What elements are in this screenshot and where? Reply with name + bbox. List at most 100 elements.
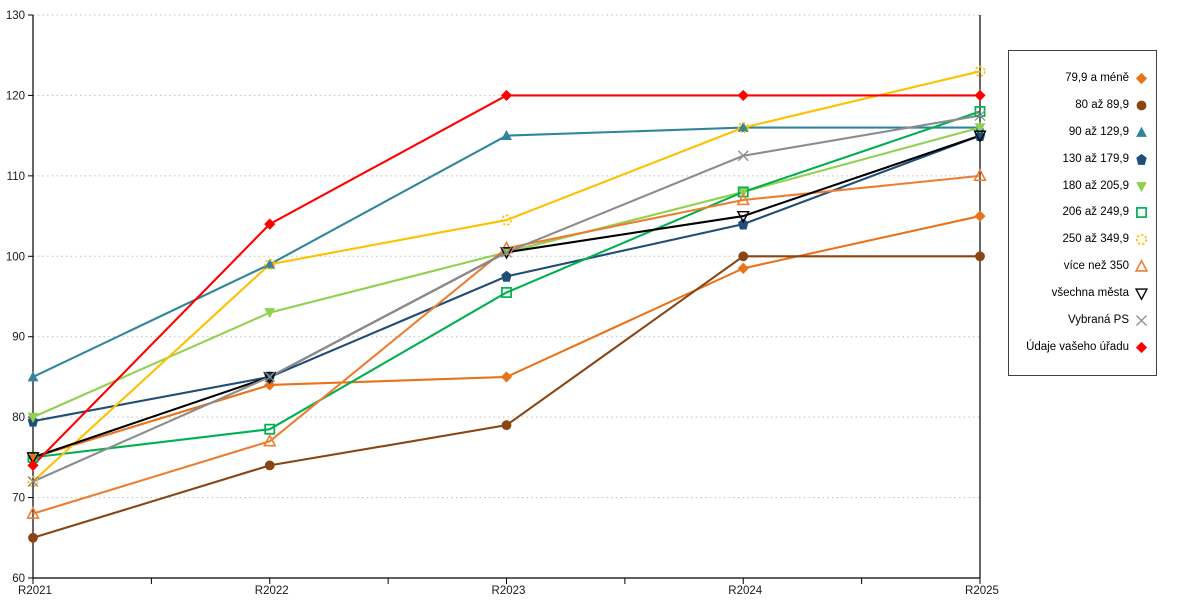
series-8-marker bbox=[263, 371, 277, 385]
series-7-marker bbox=[26, 506, 40, 519]
legend-marker-0 bbox=[1135, 72, 1148, 85]
legend-item: 180 až 205,9 bbox=[1013, 179, 1149, 194]
legend-label: 130 až 179,9 bbox=[1062, 152, 1129, 165]
y-tick-label: 100 bbox=[6, 251, 25, 263]
legend-item: všechna města bbox=[1013, 286, 1149, 301]
y-tick-label: 80 bbox=[12, 412, 25, 424]
line-chart-plot: 60 70 80 90 100 110 120 130 R2021 R2022 R2023 R2024… bbox=[6, 10, 999, 597]
legend-marker-pentagon-icon bbox=[1136, 153, 1147, 165]
series-9-marker bbox=[737, 150, 749, 162]
series-6-marker bbox=[264, 258, 276, 270]
series-9-marker bbox=[501, 246, 512, 258]
series-5-marker bbox=[737, 186, 749, 198]
series-2-marker bbox=[27, 371, 39, 382]
legend-marker-3 bbox=[1136, 153, 1147, 165]
series-10-marker bbox=[264, 218, 276, 230]
y-tick-label: 90 bbox=[12, 332, 25, 344]
legend-marker-6 bbox=[1135, 234, 1148, 246]
legend-marker-triangle-down-icon bbox=[1134, 288, 1149, 301]
legend-item: 80 až 89,9 bbox=[1013, 98, 1149, 113]
series-line-7 bbox=[32, 174, 981, 515]
series-0-marker bbox=[500, 371, 513, 383]
series-1-marker bbox=[28, 532, 38, 543]
legend-item: 250 až 349,9 bbox=[1013, 232, 1149, 247]
series-6-marker bbox=[974, 65, 986, 77]
legend-label: Údaje vašeho úřadu bbox=[1026, 340, 1129, 353]
series-8-marker bbox=[736, 210, 750, 224]
series-3-marker bbox=[738, 218, 749, 230]
legend-marker-triangle-up-icon bbox=[1134, 259, 1149, 272]
y-tick-label: 120 bbox=[6, 90, 25, 102]
legend-label: 90 až 129,9 bbox=[1068, 125, 1129, 138]
x-tick-label: R2025 bbox=[965, 585, 999, 597]
series-2-marker bbox=[737, 121, 749, 132]
legend-marker-x-icon bbox=[1136, 315, 1147, 327]
series-6-marker bbox=[737, 122, 749, 134]
series-0-marker bbox=[27, 451, 39, 463]
series-7-marker bbox=[736, 192, 750, 206]
series-0-marker bbox=[737, 262, 749, 274]
series-1-marker bbox=[264, 460, 275, 471]
legend-item: více než 350 bbox=[1013, 259, 1149, 274]
x-tick-label: R2023 bbox=[492, 585, 526, 597]
legend-item: 79,9 a méně bbox=[1013, 71, 1149, 86]
series-2-marker bbox=[501, 129, 512, 141]
series-1-marker bbox=[975, 251, 985, 262]
y-tick-label: 60 bbox=[12, 573, 25, 585]
series-4-marker bbox=[27, 412, 39, 423]
series-4-marker bbox=[974, 123, 986, 134]
series-4-marker bbox=[264, 308, 276, 319]
x-tick-label: R2021 bbox=[18, 585, 52, 597]
legend-marker-1 bbox=[1136, 100, 1147, 111]
series-10-marker bbox=[27, 459, 39, 471]
legend-marker-diamond-icon bbox=[1135, 72, 1148, 85]
series-1-marker bbox=[738, 251, 749, 262]
legend-item: Vybraná PS bbox=[1013, 313, 1149, 328]
x-tick-label: R2022 bbox=[255, 585, 289, 597]
series-9-marker bbox=[27, 476, 39, 487]
legend-label: 180 až 205,9 bbox=[1062, 179, 1129, 192]
legend-marker-8 bbox=[1134, 288, 1149, 301]
series-line-6 bbox=[32, 70, 981, 483]
legend-marker-10 bbox=[1135, 341, 1148, 354]
legend-marker-circle-dashed-icon bbox=[1135, 234, 1148, 246]
series-8-marker bbox=[26, 452, 40, 465]
series-2-marker bbox=[264, 258, 276, 269]
legend-marker-triangle-up-icon bbox=[1136, 126, 1147, 137]
legend-marker-4 bbox=[1136, 181, 1147, 192]
series-7-marker bbox=[263, 433, 277, 447]
series-line-5 bbox=[32, 110, 981, 459]
legend-marker-triangle-down-icon bbox=[1136, 181, 1147, 192]
legend-label: 80 až 89,9 bbox=[1075, 98, 1129, 111]
series-3-marker bbox=[974, 130, 986, 142]
legend-marker-5 bbox=[1136, 207, 1147, 219]
chart-legend: 79,9 a méně 80 až 89,9 90 až 129,9 130 až 1… bbox=[1008, 50, 1157, 376]
series-8-marker bbox=[973, 130, 987, 143]
legend-marker-circle-icon bbox=[1136, 100, 1147, 111]
series-6-marker bbox=[27, 475, 39, 488]
series-10-marker bbox=[737, 89, 749, 102]
legend-item: Údaje vašeho úřadu bbox=[1013, 340, 1149, 355]
series-10-marker bbox=[974, 89, 986, 102]
legend-item: 130 až 179,9 bbox=[1013, 152, 1149, 167]
series-10-marker bbox=[500, 89, 513, 102]
series-5-marker bbox=[501, 287, 512, 298]
legend-item: 90 až 129,9 bbox=[1013, 125, 1149, 140]
series-8-marker bbox=[499, 247, 514, 260]
y-tick-label: 70 bbox=[12, 493, 25, 505]
legend-marker-square-icon bbox=[1136, 207, 1147, 219]
series-7-marker bbox=[973, 168, 987, 182]
series-9-marker bbox=[974, 110, 986, 121]
series-9-marker bbox=[264, 371, 276, 383]
legend-marker-7 bbox=[1134, 259, 1149, 272]
y-tick-label: 130 bbox=[6, 10, 25, 22]
legend-label: 206 až 249,9 bbox=[1062, 206, 1129, 219]
series-1-marker bbox=[501, 420, 512, 431]
series-0-marker bbox=[974, 210, 986, 222]
legend-item: 206 až 249,9 bbox=[1013, 205, 1149, 220]
x-tick-label: R2024 bbox=[728, 585, 762, 597]
legend-marker-2 bbox=[1136, 126, 1147, 137]
legend-label: 250 až 349,9 bbox=[1062, 233, 1129, 246]
legend-label: 79,9 a méně bbox=[1065, 71, 1129, 84]
